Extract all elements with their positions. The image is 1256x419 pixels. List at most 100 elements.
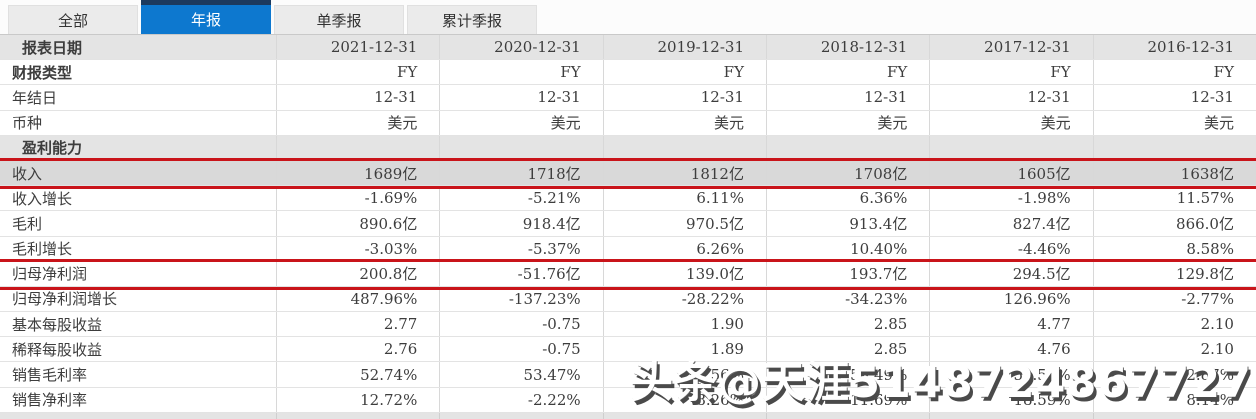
cell-value: 4.77 [929, 312, 1092, 337]
cell-value: 129.8亿 [1092, 261, 1256, 286]
cell-value: 12-31 [1092, 85, 1256, 110]
header-date-cell: 2016-12-31 [1092, 35, 1256, 60]
cell-value: -137.23% [439, 286, 602, 312]
cell-value [276, 135, 439, 160]
cell-value: 2.10 [1092, 312, 1256, 337]
cell-value: -0.75 [439, 337, 602, 362]
cell-value: 126.96% [929, 286, 1092, 312]
row-label: 归母净利润增长 [12, 290, 118, 309]
table-row: 年结日 12-31 12-31 12-31 12-31 12-31 12-31 [0, 85, 1256, 111]
tab-item-1-active[interactable]: 年报 [141, 0, 271, 34]
table-row: 币种 美元 美元 美元 美元 美元 美元 [0, 110, 1256, 136]
row-label: 归母净利润 [12, 265, 88, 284]
tab-item-3[interactable]: 累计季报 [407, 5, 537, 34]
cell-value: -4.46% [929, 236, 1092, 261]
cell-value: 12-31 [276, 85, 439, 110]
cell-value: -2.77% [1092, 286, 1256, 312]
cell-value: 18.59% [929, 387, 1092, 412]
cell-value: 487.96% [276, 286, 439, 312]
cell-value: 12-31 [765, 85, 929, 110]
cell-value: 53.49% [765, 362, 929, 387]
cell-value: 1689亿 [276, 160, 439, 186]
cell-value: 美元 [1092, 110, 1256, 135]
cell-value: 美元 [929, 110, 1092, 135]
partial-row [0, 412, 1256, 419]
cell-value: 51.53% [929, 362, 1092, 387]
cell-value [602, 135, 766, 160]
cell-value: 8.14% [1092, 387, 1256, 412]
cell-value: 2.76 [276, 337, 439, 362]
cell-value: 1.89 [602, 337, 766, 362]
cell-value: -0.75 [439, 312, 602, 337]
cell-value: 12-31 [439, 85, 602, 110]
cell-value: 12.72% [276, 387, 439, 412]
cell-value: 8.26% [602, 387, 766, 412]
cell-value: -5.37% [439, 236, 602, 261]
cell-value: 12-31 [929, 85, 1092, 110]
cell-value: FY [602, 60, 766, 85]
cell-value: 53.56% [602, 362, 766, 387]
cell-value: FY [929, 60, 1092, 85]
header-date-cell: 2017-12-31 [929, 35, 1092, 60]
cell-value: 866.0亿 [1092, 211, 1256, 236]
cell-value: 8.58% [1092, 236, 1256, 261]
cell-value: -3.03% [276, 236, 439, 261]
cell-value: 193.7亿 [765, 261, 929, 286]
cell-value: 2.85 [765, 312, 929, 337]
cell-value: 1708亿 [765, 160, 929, 186]
financial-table: 报表日期 2021-12-31 2020-12-31 2019-12-31 2018-… [0, 35, 1256, 419]
cell-value [1092, 135, 1256, 160]
row-label: 年结日 [12, 88, 58, 107]
cell-value: 11.69% [765, 387, 929, 412]
header-date-cell: 2021-12-31 [276, 35, 439, 60]
cell-value: -1.98% [929, 186, 1092, 211]
row-label: 收入 [12, 164, 43, 183]
table-row: 归母净利润增长 487.96% -137.23% -28.22% -34.23% 126.… [0, 286, 1256, 313]
row-label: 基本每股收益 [12, 315, 103, 334]
row-label: 销售毛利率 [12, 366, 88, 385]
cell-value: FY [1092, 60, 1256, 85]
cell-value [602, 412, 766, 419]
cell-value: -5.21% [439, 186, 602, 211]
cell-value: 139.0亿 [602, 261, 766, 286]
cell-value [765, 135, 929, 160]
cell-value: 890.6亿 [276, 211, 439, 236]
tab-item-2[interactable]: 单季报 [274, 5, 404, 34]
cell-value: 6.36% [765, 186, 929, 211]
table-row: 毛利增长 -3.03% -5.37% 6.26% 10.40% -4.46% 8.58% [0, 236, 1256, 262]
cell-value: FY [276, 60, 439, 85]
row-label: 稀释每股收益 [12, 340, 103, 359]
table-row: 归母净利润 200.8亿 -51.76亿 139.0亿 193.7亿 294.5亿 129.… [0, 258, 1256, 290]
cell-value: 美元 [602, 110, 766, 135]
cell-value [929, 412, 1092, 419]
header-date-cell: 2018-12-31 [765, 35, 929, 60]
tab-item-0[interactable]: 全部 [8, 5, 138, 34]
cell-value: 1718亿 [439, 160, 602, 186]
cell-value: 200.8亿 [276, 261, 439, 286]
table-row: 财报类型 FY FY FY FY FY FY [0, 60, 1256, 86]
cell-value: 11.57% [1092, 186, 1256, 211]
row-label: 毛利增长 [12, 240, 73, 259]
cell-value: 294.5亿 [929, 261, 1092, 286]
row-label: 收入增长 [12, 189, 73, 208]
table-row: 稀释每股收益 2.76 -0.75 1.89 2.85 4.76 2.10 [0, 337, 1256, 363]
cell-value [439, 412, 602, 419]
cell-value: 1605亿 [929, 160, 1092, 186]
cell-value: 918.4亿 [439, 211, 602, 236]
row-label: 销售净利率 [12, 391, 88, 410]
header-date-cell: 2019-12-31 [602, 35, 766, 60]
cell-value: 10.40% [765, 236, 929, 261]
cell-value: FY [765, 60, 929, 85]
table-header-row: 报表日期 2021-12-31 2020-12-31 2019-12-31 2018-… [0, 35, 1256, 61]
cell-value: 1.90 [602, 312, 766, 337]
table-row: 毛利 890.6亿 918.4亿 970.5亿 913.4亿 827.4亿 866.0亿 [0, 211, 1256, 237]
cell-value: 970.5亿 [602, 211, 766, 236]
cell-value: 2.85 [765, 337, 929, 362]
cell-value [276, 412, 439, 419]
header-date-cell: 2020-12-31 [439, 35, 602, 60]
cell-value: 1638亿 [1092, 160, 1256, 186]
cell-value: 53.47% [439, 362, 602, 387]
row-label: 毛利 [12, 214, 43, 233]
cell-value: FY [439, 60, 602, 85]
cell-value: 6.11% [602, 186, 766, 211]
